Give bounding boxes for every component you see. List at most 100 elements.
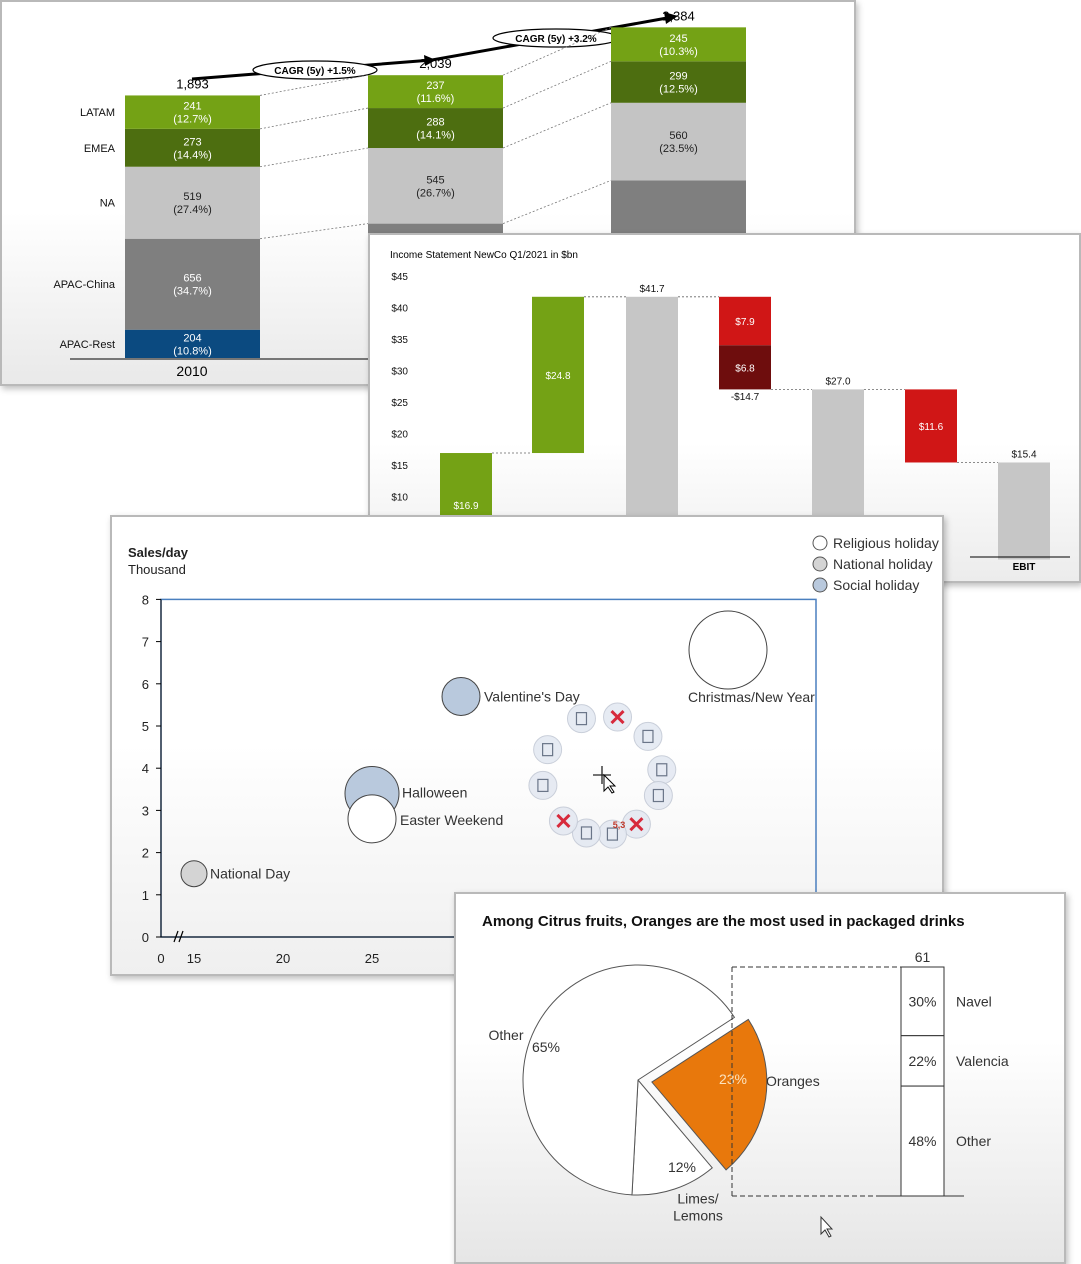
breakdown-percent: 22% [908,1053,936,1069]
segment-label: 204 (10.8%) [173,332,212,357]
bar-segment [125,128,260,167]
y-tick-label: 0 [142,930,149,945]
y-tick-label: $40 [391,304,408,315]
bubble-label: Valentine's Day [484,688,580,704]
text-icon [571,818,601,848]
series-label: LATAM [80,107,115,119]
y-tick-label: 4 [142,761,149,776]
bubble-label: Halloween [402,785,467,801]
total-label: 1,893 [176,76,209,91]
value-label-icon-glyph [606,827,619,841]
x-tick-label: 15 [187,951,201,966]
breakdown-label: Valencia [956,1053,1009,1069]
segment-label: 560 (23.5%) [659,130,698,155]
y-tick-label: $35 [391,335,408,346]
breakdown-percent: 48% [908,1133,936,1149]
bar-segment [125,329,260,358]
bar-segment [125,95,260,129]
legend-marker [812,556,828,572]
total-label: 2,384 [662,8,695,23]
x-tick-label: 0 [157,951,164,966]
waterfall-bar [998,462,1050,560]
bar-segment [125,166,260,239]
series-label: EMEA [84,143,116,155]
breakdown-total: 61 [915,949,931,965]
bar-segment [611,27,746,62]
bubble-ylabel: Sales/day [128,545,189,560]
text-icon-glyph [580,826,593,840]
y-tick-label: 5 [142,719,149,734]
pie-chart-panel: Among Citrus fruits, Oranges are the mos… [454,892,1066,1264]
connector-line [259,147,369,168]
slice-percent: 12% [668,1159,696,1175]
pie-slice [631,1078,713,1196]
breakdown-percent: 30% [908,993,936,1009]
bar-segment [368,148,503,224]
connector-line [502,180,612,224]
segment-label: 519 (27.4%) [173,191,212,216]
subtotal-label: -$14.7 [731,392,760,403]
slice-label: Limes/Lemons [673,1191,723,1224]
connector-line [502,102,612,149]
x-tick-label: 25 [365,951,379,966]
waterfall-bar [532,296,584,454]
remove-text-icon-mark [556,813,571,829]
y-tick-label: 8 [142,592,149,607]
segment-label: 288 (14.1%) [416,117,455,142]
bubble-label: Christmas/New Year [688,689,815,705]
bar-value-label: $16.9 [453,501,478,512]
mouse-cursor-icon [820,1215,834,1238]
waterfall-bar [905,389,957,463]
zoom-icon-glyph [652,788,664,803]
split-icon [566,704,596,734]
connector-line [259,107,369,130]
line-chart-icon-glyph [537,778,549,793]
cagr-arrow-head [664,12,678,24]
waterfall-bar [719,345,771,390]
bubble-yunit: Thousand [128,562,186,577]
legend-marker [812,577,828,593]
segment-label: 237 (11.6%) [417,80,455,105]
mouse-cursor-icon [603,773,617,794]
cagr-label: CAGR (5y) +3.2% [515,34,597,45]
y-tick-label: $10 [391,493,408,504]
x-category-label: EBIT [1013,562,1036,573]
segment-label: 656 (34.7%) [173,273,212,298]
pie-title: Among Citrus fruits, Oranges are the mos… [482,913,965,930]
table-icon-glyph [642,729,654,744]
bubble-label: National Day [210,866,290,882]
legend-label: Social holiday [833,577,919,593]
legend-marker [812,535,828,551]
slice-label: Other [488,1027,523,1043]
cagr-badge [252,60,378,80]
bar-value-label: $15.4 [1011,449,1036,460]
bar-segment [611,61,746,103]
connector-line [259,223,369,240]
x-category-label: 2010 [176,363,207,379]
pie-chart: Among Citrus fruits, Oranges are the mos… [482,913,1009,1238]
bubble-point [441,676,481,716]
bar-value-label: $7.9 [735,317,755,328]
y-tick-label: 2 [142,846,149,861]
y-tick-label: 6 [142,677,149,692]
breakdown-segment [900,1085,945,1197]
waterfall-title: Income Statement NewCo Q1/2021 in $bn [390,250,578,261]
slice-label: Oranges [766,1073,820,1089]
series-label: APAC-China [53,279,115,291]
layout-icon [647,755,677,785]
bubble-label: Easter Weekend [400,812,503,828]
bar-value-label: $6.8 [735,363,755,374]
series-label: APAC-Rest [60,339,115,351]
split-icon-glyph [575,712,588,726]
bubble-chart: Sales/day Thousand 0 1 2 3 4 5 6 7 8 0 15 20 25 Relig… [128,535,939,966]
line-chart-icon [528,770,558,800]
y-tick-label: $30 [391,367,408,378]
bubble-point [688,610,768,690]
slice-percent: 65% [532,1039,560,1055]
axis-icon-glyph [542,743,554,757]
series-label: NA [100,198,116,210]
bar-value-label: $24.8 [545,371,570,382]
bar-segment [611,102,746,181]
x-tick-label: 20 [276,951,290,966]
axis-break [173,930,179,943]
